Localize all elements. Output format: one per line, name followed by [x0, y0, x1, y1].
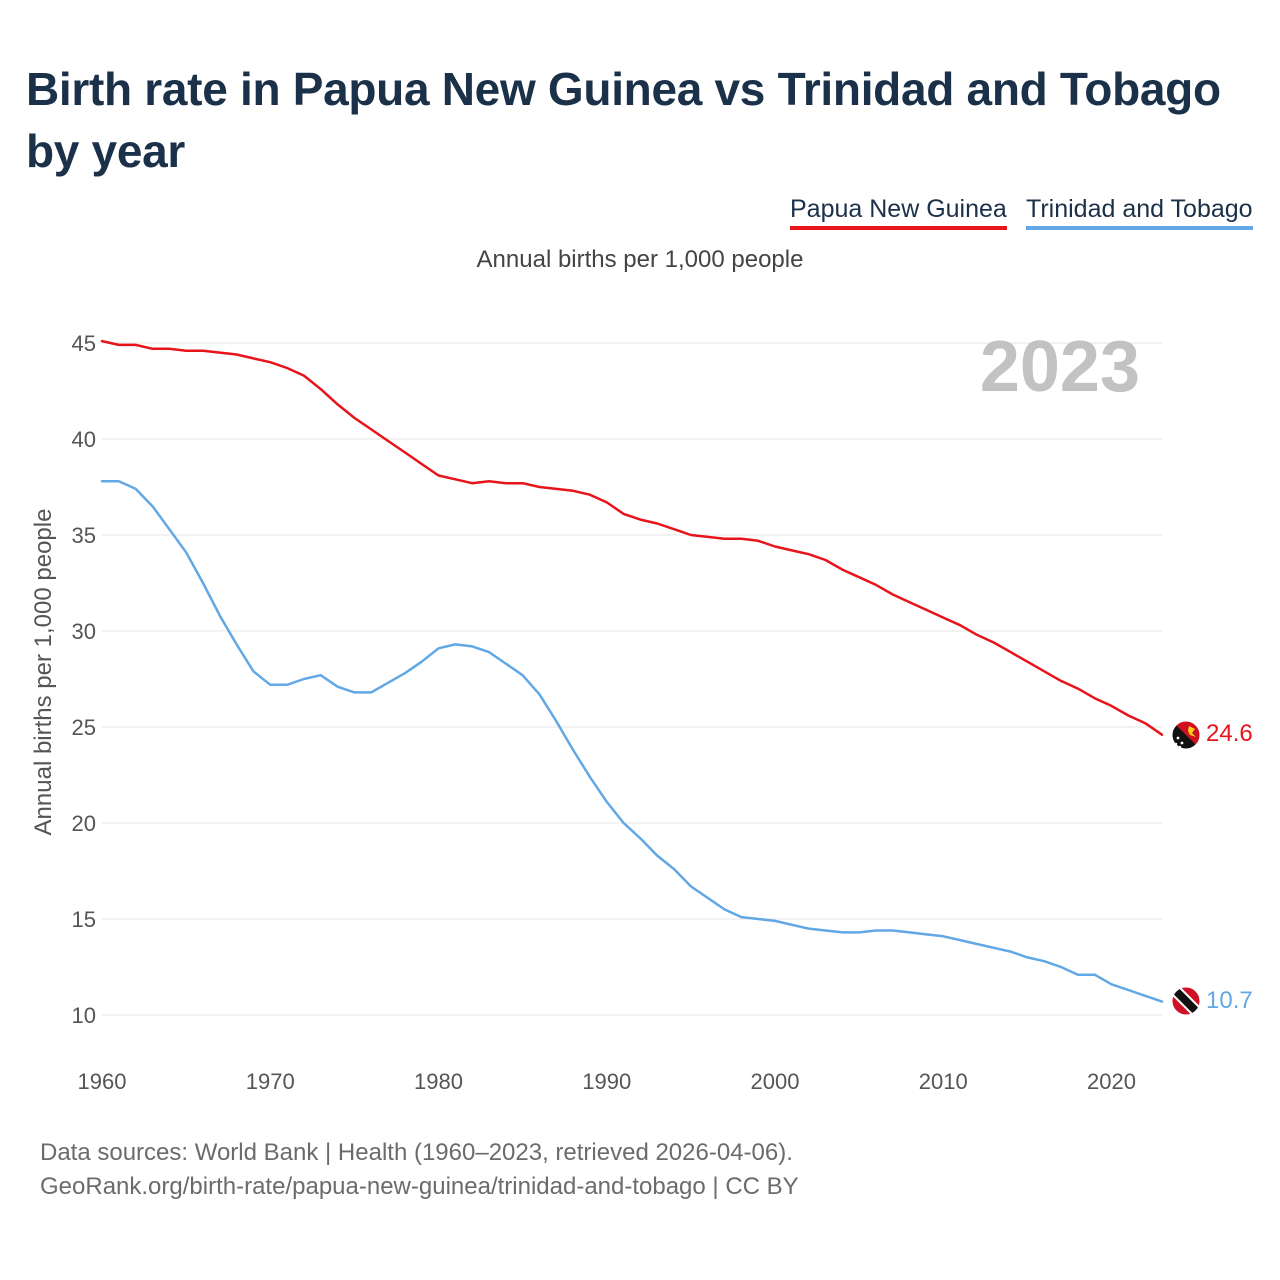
- chart-title: Birth rate in Papua New Guinea vs Trinid…: [26, 63, 1221, 177]
- y-axis-ticks: 10 15 20 25 30 35 40 45: [72, 331, 96, 1028]
- legend-item-papua-new-guinea[interactable]: Papua New Guinea: [790, 194, 1007, 230]
- y-tick-label: 10: [72, 1003, 96, 1028]
- y-tick-label: 30: [72, 619, 96, 644]
- papua-new-guinea-flag: [1171, 720, 1201, 750]
- y-axis-label: Annual births per 1,000 people: [30, 509, 57, 836]
- x-axis-ticks: 1960 1970 1980 1990 2000 2010 2020: [78, 1069, 1136, 1094]
- x-tick-label: 2010: [919, 1069, 968, 1094]
- y-tick-label: 20: [72, 811, 96, 836]
- trinidad-and-tobago-flag: [1171, 986, 1201, 1016]
- y-tick-label: 45: [72, 331, 96, 356]
- x-tick-label: 2000: [751, 1069, 800, 1094]
- series-lines: [100, 339, 1164, 1003]
- x-tick-label: 1990: [582, 1069, 631, 1094]
- y-tick-label: 15: [72, 907, 96, 932]
- x-tick-label: 1970: [246, 1069, 295, 1094]
- footer-sources: Data sources: World Bank | Health (1960–…: [40, 1139, 793, 1166]
- x-tick-label: 1960: [78, 1069, 127, 1094]
- year-watermark: 2023: [980, 327, 1140, 407]
- footer: Data sources: World Bank | Health (1960–…: [40, 1136, 799, 1204]
- y-tick-label: 40: [72, 427, 96, 452]
- line-papua-new-guinea[interactable]: [100, 339, 1164, 736]
- y-tick-label: 25: [72, 715, 96, 740]
- y-tick-label: 35: [72, 523, 96, 548]
- line-trinidad-and-tobago[interactable]: [100, 479, 1164, 1003]
- end-label-trinidad-and-tobago: 10.7: [1206, 987, 1253, 1014]
- end-label-papua-new-guinea: 24.6: [1206, 720, 1253, 747]
- x-tick-label: 1980: [414, 1069, 463, 1094]
- gridlines: [102, 342, 1162, 1016]
- legend-item-trinidad-and-tobago[interactable]: Trinidad and Tobago: [1026, 194, 1253, 230]
- footer-link[interactable]: GeoRank.org/birth-rate/papua-new-guinea/…: [40, 1173, 799, 1200]
- x-tick-label: 2020: [1087, 1069, 1136, 1094]
- chart-subtitle: Annual births per 1,000 people: [476, 246, 804, 273]
